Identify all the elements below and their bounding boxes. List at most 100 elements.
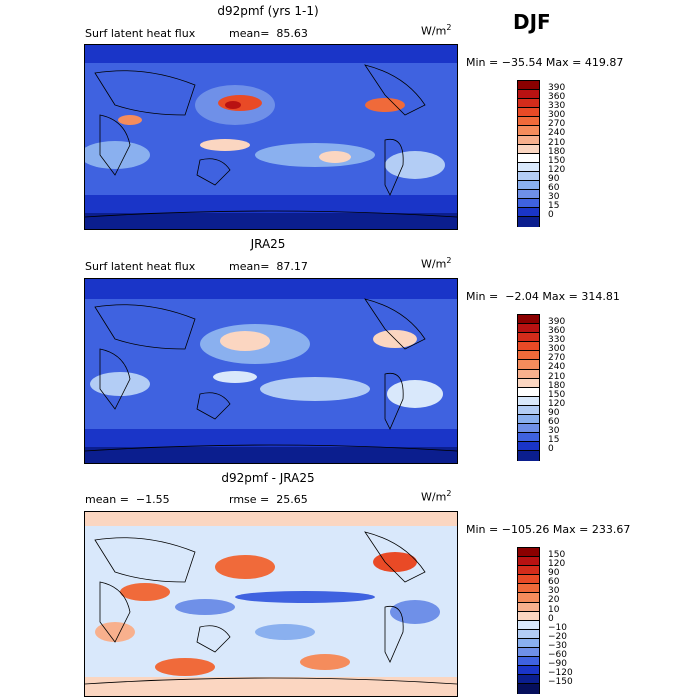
colorbar-level: 60 — [548, 577, 560, 588]
panel-3-minmax: Min = −105.26 Max = 233.67 — [466, 523, 631, 536]
panel-3-swatch — [518, 684, 539, 694]
colorbar-level: 30 — [548, 192, 560, 203]
colorbar-level: 60 — [548, 183, 560, 194]
panel-3-swatch — [518, 620, 539, 630]
panel-1-swatch — [518, 153, 539, 163]
colorbar-level: 120 — [548, 164, 566, 175]
colorbar-level: 0 — [548, 444, 554, 455]
panel-2-swatch — [518, 396, 539, 406]
panel-1-swatch — [518, 208, 539, 218]
colorbar-level: 120 — [548, 398, 566, 409]
panel-2-swatch — [518, 424, 539, 434]
colorbar-level: 240 — [548, 362, 566, 373]
panel-1-swatch — [518, 199, 539, 209]
panel-3-swatch — [518, 557, 539, 567]
panel-2-swatch — [518, 415, 539, 425]
panel-2-title: JRA25 — [250, 237, 286, 251]
panel-2-swatch — [518, 351, 539, 361]
panel-3-swatch — [518, 611, 539, 621]
colorbar-level: 360 — [548, 326, 566, 337]
colorbar-level: −150 — [548, 677, 573, 688]
panel-3-swatch — [518, 666, 539, 676]
panel-1-swatch — [518, 99, 539, 109]
colorbar-level: 90 — [548, 568, 560, 579]
colorbar-level: 330 — [548, 335, 566, 346]
panel-3-swatch — [518, 638, 539, 649]
panel-3-swatch — [518, 593, 539, 603]
colorbar-level: 150 — [548, 155, 566, 166]
panel-3-swatch — [518, 657, 539, 667]
panel-2-swatch — [518, 378, 539, 388]
colorbar-level: 90 — [548, 173, 560, 184]
colorbar-level: 270 — [548, 119, 566, 130]
colorbar-level: 10 — [548, 604, 560, 615]
colorbar-level: −20 — [548, 631, 567, 642]
colorbar-level: 150 — [548, 550, 566, 560]
panel-2-swatch — [518, 442, 539, 452]
colorbar-level: 180 — [548, 146, 566, 157]
colorbar-level: 300 — [548, 344, 566, 355]
panel-2-swatch — [518, 433, 539, 443]
panel-2-map — [84, 278, 458, 464]
colorbar-level: 60 — [548, 417, 560, 428]
panel-2-swatch — [518, 342, 539, 352]
panel-1-swatch — [518, 108, 539, 118]
panel-1-swatch — [518, 181, 539, 191]
colorbar-level: −90 — [548, 659, 567, 670]
panel-1-units: W/m2 — [421, 23, 452, 38]
colorbar-level: 120 — [548, 559, 566, 570]
panel-2-colorbar-labels: 390 360 330 300 270 240 210 180 150 120 … — [548, 317, 566, 455]
panel-3-colorbar — [517, 547, 540, 694]
colorbar-level: 20 — [548, 595, 560, 606]
panel-2-minmax: Min = −2.04 Max = 314.81 — [466, 290, 620, 303]
panel-2-swatch — [518, 324, 539, 334]
colorbar-level: 270 — [548, 353, 566, 364]
panel-3-swatch — [518, 575, 539, 585]
colorbar-level: −120 — [548, 668, 573, 679]
colorbar-level: 150 — [548, 389, 566, 400]
panel-1-minmax: Min = −35.54 Max = 419.87 — [466, 56, 624, 69]
panel-2-swatch — [518, 387, 539, 397]
panel-1-right-label: mean= 85.63 — [229, 27, 308, 40]
panel-1-swatch — [518, 162, 539, 172]
colorbar-level: 0 — [548, 210, 554, 221]
panel-1-title: d92pmf (yrs 1-1) — [217, 4, 319, 18]
panel-2-left-label: Surf latent heat flux — [85, 260, 196, 273]
panel-1-swatch — [518, 90, 539, 100]
colorbar-level: −30 — [548, 640, 567, 651]
colorbar-level: −10 — [548, 622, 567, 633]
panel-3-swatch — [518, 602, 539, 612]
colorbar-level: 90 — [548, 407, 560, 418]
panel-3-left-label: mean = −1.55 — [85, 493, 170, 506]
panel-3-title: d92pmf - JRA25 — [221, 471, 315, 485]
colorbar-level: 0 — [548, 613, 554, 624]
panel-3-swatch — [518, 584, 539, 594]
panel-2-colorbar — [517, 314, 540, 461]
colorbar-level: 15 — [548, 435, 560, 446]
panel-1-colorbar — [517, 80, 540, 227]
colorbar-level: −60 — [548, 650, 567, 661]
panel-2-swatch — [518, 451, 539, 461]
colorbar-level: 30 — [548, 426, 560, 437]
panel-3-swatch — [518, 548, 539, 558]
colorbar-level: 360 — [548, 92, 566, 103]
panel-2-swatch — [518, 360, 539, 370]
panel-1-swatch — [518, 190, 539, 200]
colorbar-level: 330 — [548, 101, 566, 112]
panel-2-units: W/m2 — [421, 256, 452, 271]
panel-3-units: W/m2 — [421, 489, 452, 504]
colorbar-level: 210 — [548, 137, 566, 148]
panel-1-colorbar-labels: 390 360 330 300 270 240 210 180 150 120 … — [548, 83, 566, 221]
panel-2-swatch — [518, 369, 539, 379]
panel-3-colorbar-labels: 150 120 90 60 30 20 10 0 −10 −20 −30 −60… — [548, 550, 573, 688]
panel-3-swatch — [518, 648, 539, 658]
panel-1-swatch — [518, 135, 539, 145]
colorbar-level: 30 — [548, 586, 560, 597]
colorbar-level: 390 — [548, 83, 566, 93]
panel-3-swatch — [518, 566, 539, 576]
panel-3-swatch — [518, 675, 539, 685]
colorbar-level: 300 — [548, 110, 566, 121]
panel-1-swatch — [518, 171, 539, 182]
colorbar-level: 210 — [548, 371, 566, 382]
panel-1-swatch — [518, 81, 539, 91]
